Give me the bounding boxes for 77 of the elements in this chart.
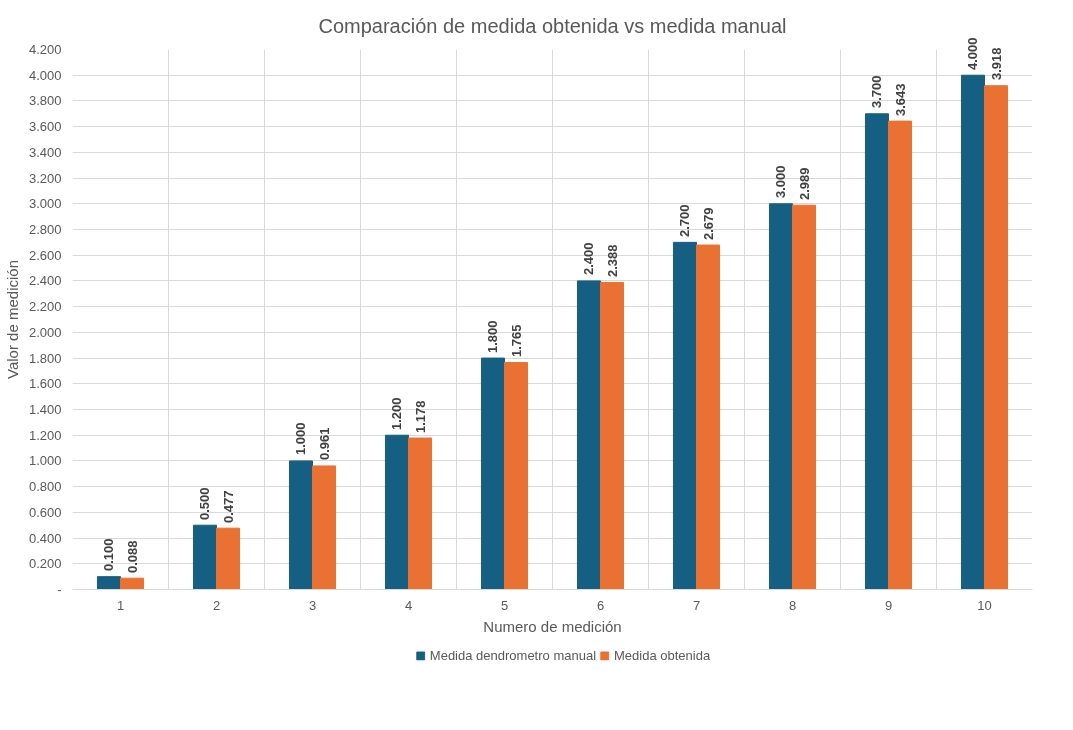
bar (672, 241, 697, 590)
y-tick-label: 2.800 (28, 222, 62, 237)
y-tick-label: 3.600 (28, 119, 62, 135)
bar (312, 465, 337, 590)
x-tick-label: 7 (692, 597, 701, 613)
y-tick-label: 1.800 (28, 350, 62, 366)
data-label: 0.477 (220, 490, 236, 523)
data-label: 2.679 (700, 207, 716, 240)
data-label: 1.200 (388, 397, 404, 430)
y-tick-label: 1.000 (28, 453, 62, 469)
bar (192, 524, 217, 590)
y-tick-label: - (57, 582, 62, 597)
bar (984, 85, 1009, 590)
bar (288, 460, 313, 590)
y-tick-label: 2.200 (28, 299, 62, 315)
legend-label: Medida obtenida (614, 647, 711, 663)
data-label: 3.643 (892, 83, 908, 116)
data-label: 0.500 (196, 487, 212, 520)
y-tick-label: 4.000 (28, 67, 62, 83)
bar (888, 120, 913, 590)
data-label: 2.388 (604, 244, 620, 277)
x-tick-label: 1 (116, 597, 125, 613)
y-tick-label: 1.200 (28, 427, 62, 443)
data-label: 0.961 (316, 427, 332, 461)
bar (600, 281, 625, 590)
y-tick-label: 0.600 (28, 504, 62, 520)
x-tick-label: 8 (788, 597, 797, 613)
data-label: 2.400 (580, 242, 596, 276)
data-label: 2.700 (676, 204, 692, 237)
bar (792, 204, 817, 590)
data-label: 4.000 (964, 37, 980, 70)
x-tick-label: 10 (977, 597, 992, 613)
bar (504, 362, 529, 590)
bar (864, 113, 889, 590)
x-tick-label: 5 (500, 597, 509, 613)
bar (480, 357, 505, 590)
y-tick-label: 0.200 (28, 556, 62, 572)
y-tick-label: 1.600 (28, 376, 62, 392)
data-label: 1.765 (508, 324, 524, 358)
y-tick-label: 1.400 (28, 402, 62, 417)
y-tick-label: 3.000 (28, 196, 62, 212)
y-tick-label: 3.800 (28, 93, 62, 109)
data-label: 1.000 (292, 422, 308, 456)
x-tick-label: 6 (596, 597, 605, 613)
data-label: 2.989 (796, 167, 812, 200)
y-axis-title: Valor de medición (3, 260, 21, 379)
y-tick-label: 2.000 (28, 324, 62, 340)
bar (216, 527, 241, 590)
y-tick-label: 3.400 (28, 144, 62, 160)
data-label: 3.000 (772, 165, 788, 199)
bar (120, 577, 145, 590)
x-tick-label: 9 (884, 597, 893, 613)
y-tick-label: 2.400 (28, 273, 62, 289)
bar (960, 74, 985, 590)
bar (96, 576, 121, 590)
y-tick-label: 3.200 (28, 170, 62, 186)
data-label: 0.100 (100, 538, 116, 572)
bar (768, 203, 793, 590)
data-label: 1.178 (412, 399, 428, 433)
bar (408, 437, 433, 590)
data-label: 1.800 (484, 320, 500, 353)
x-axis-title: Numero de medición (483, 617, 622, 635)
y-tick-label: 4.200 (28, 42, 62, 57)
chart-title: Comparación de medida obtenida vs medida manual (318, 15, 787, 37)
x-tick-label: 3 (308, 597, 317, 613)
x-tick-label: 2 (212, 597, 221, 613)
data-label: 3.700 (868, 75, 884, 109)
data-label: 0.088 (124, 540, 140, 573)
bar (384, 434, 409, 590)
y-tick-label: 2.600 (28, 247, 62, 263)
y-tick-label: 0.800 (28, 479, 62, 495)
y-tick-label: 0.400 (28, 530, 62, 546)
legend-label: Medida dendrometro manual (429, 647, 597, 663)
bar (696, 244, 721, 590)
data-label: 3.918 (988, 47, 1004, 81)
x-tick-label: 4 (404, 597, 413, 613)
bar (576, 280, 601, 590)
